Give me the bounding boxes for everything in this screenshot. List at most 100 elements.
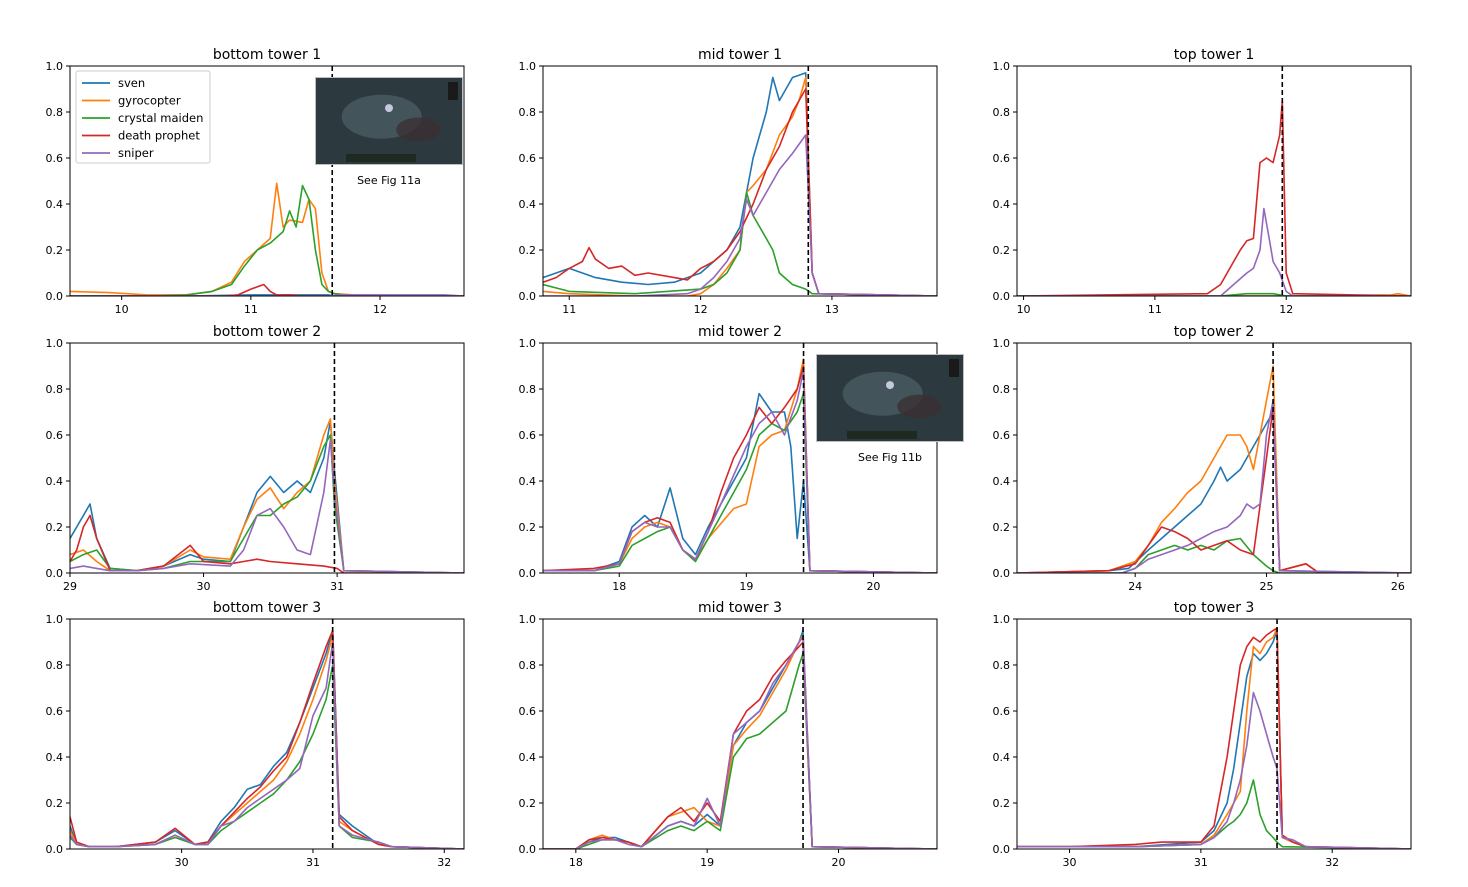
y-tick-label: 0.8 (519, 106, 537, 119)
series-line-sniper (1017, 399, 1411, 573)
series-line-death-prophet (1017, 99, 1411, 296)
x-tick-label: 31 (306, 856, 320, 869)
y-tick-label: 0.8 (993, 106, 1011, 119)
y-tick-label: 0.8 (519, 383, 537, 396)
inset-hero (886, 381, 894, 390)
y-tick-label: 1.0 (519, 337, 537, 350)
x-tick-label: 11 (1148, 303, 1162, 316)
y-tick-label: 0.8 (46, 659, 64, 672)
series-group (1017, 365, 1411, 573)
y-tick-label: 0.4 (519, 198, 537, 211)
x-tick-label: 32 (437, 856, 451, 869)
panel-title: bottom tower 1 (213, 47, 321, 63)
y-tick-label: 0.6 (46, 705, 64, 718)
panel-5: 0.0 0.2 0.4 0.6 0.8 1.0 24 25 26 top tower 2 (993, 324, 1412, 593)
y-tick-label: 0.0 (993, 567, 1011, 580)
y-tick-label: 0.2 (46, 521, 64, 534)
panel-title: bottom tower 2 (213, 324, 321, 340)
series-group (1017, 99, 1411, 296)
axes-frame (69, 65, 465, 297)
inset-minimap (448, 82, 458, 100)
series-line-sniper (70, 438, 464, 573)
axes-frame (542, 618, 938, 850)
y-tick-label: 0.6 (519, 705, 537, 718)
x-tick-label: 10 (1017, 303, 1031, 316)
inset-caption: See Fig 11b (858, 451, 922, 464)
x-tick-label: 31 (1194, 856, 1208, 869)
series-group (1017, 627, 1411, 849)
inset-hud (847, 431, 917, 439)
y-tick-label: 1.0 (993, 60, 1011, 73)
legend: sven gyrocopter crystal maiden death prophe… (75, 70, 211, 164)
legend-label: sven (118, 76, 145, 90)
panel-4: 0.0 0.2 0.4 0.6 0.8 1.0 18 19 20 mid tower 2 See F… (519, 324, 964, 593)
legend-label: crystal maiden (118, 111, 203, 125)
x-tick-label: 24 (1128, 580, 1142, 593)
inset-terrain (396, 117, 441, 142)
panel-title: mid tower 3 (698, 600, 782, 616)
y-tick-label: 0.2 (519, 244, 537, 257)
inset-minimap (949, 359, 959, 377)
y-tick-label: 0.2 (519, 797, 537, 810)
inset-hero (385, 104, 393, 113)
y-tick-label: 0.0 (519, 290, 537, 303)
y-tick-label: 1.0 (993, 613, 1011, 626)
series-line-crystal-maiden (543, 191, 937, 296)
panel-3: 0.0 0.2 0.4 0.6 0.8 1.0 29 30 31 bottom tower 2 (46, 324, 465, 593)
x-tick-label: 11 (562, 303, 576, 316)
y-tick-label: 0.4 (46, 198, 64, 211)
y-tick-label: 1.0 (519, 613, 537, 626)
y-tick-label: 0.8 (46, 106, 64, 119)
y-tick-label: 0.4 (519, 751, 537, 764)
x-tick-label: 11 (244, 303, 258, 316)
x-tick-label: 19 (739, 580, 753, 593)
y-tick-label: 0.4 (519, 475, 537, 488)
series-line-crystal-maiden (1017, 292, 1411, 296)
series-line-crystal-maiden (543, 392, 937, 573)
series-group (70, 182, 464, 296)
y-tick-label: 0.4 (46, 475, 64, 488)
x-tick-label: 12 (694, 303, 708, 316)
series-line-sniper (70, 641, 464, 849)
y-tick-label: 0.0 (993, 290, 1011, 303)
y-tick-label: 0.6 (993, 429, 1011, 442)
series-line-sniper (1017, 207, 1411, 296)
x-tick-label: 18 (612, 580, 626, 593)
x-tick-label: 12 (1279, 303, 1293, 316)
y-tick-label: 0.0 (519, 843, 537, 856)
x-tick-label: 31 (330, 580, 344, 593)
axes-frame (69, 618, 465, 850)
panel-title: mid tower 2 (698, 324, 782, 340)
series-line-sniper (543, 636, 937, 849)
y-tick-label: 0.0 (519, 567, 537, 580)
series-line-crystal-maiden (70, 434, 464, 573)
inset-thumbnail (816, 354, 964, 442)
y-tick-label: 0.2 (46, 244, 64, 257)
y-tick-label: 0.6 (46, 152, 64, 165)
panel-0: 0.0 0.2 0.4 0.6 0.8 1.0 10 12 11 bottom tower 1 Se… (46, 47, 465, 316)
series-group (70, 629, 464, 849)
inset-terrain (897, 394, 942, 419)
y-tick-label: 0.8 (46, 383, 64, 396)
y-tick-label: 0.2 (993, 244, 1011, 257)
x-tick-label: 20 (866, 580, 880, 593)
y-tick-label: 0.4 (993, 198, 1011, 211)
y-tick-label: 1.0 (519, 60, 537, 73)
y-tick-label: 1.0 (46, 337, 64, 350)
legend-label: death prophet (118, 129, 200, 143)
axes-frame (1016, 65, 1412, 297)
panel-2: 0.0 0.2 0.4 0.6 0.8 1.0 10 11 12 top tower 1 (993, 47, 1412, 316)
legend-label: gyrocopter (118, 94, 181, 108)
y-tick-label: 0.0 (46, 290, 64, 303)
x-tick-label: 26 (1391, 580, 1405, 593)
x-tick-label: 25 (1260, 580, 1274, 593)
y-tick-label: 0.6 (993, 152, 1011, 165)
series-group (543, 358, 937, 573)
x-tick-label: 10 (115, 303, 129, 316)
panel-title: top tower 1 (1174, 47, 1255, 63)
axes-frame (542, 65, 938, 297)
x-tick-label: 29 (63, 580, 77, 593)
legend-label: sniper (118, 146, 154, 160)
y-tick-label: 1.0 (46, 613, 64, 626)
